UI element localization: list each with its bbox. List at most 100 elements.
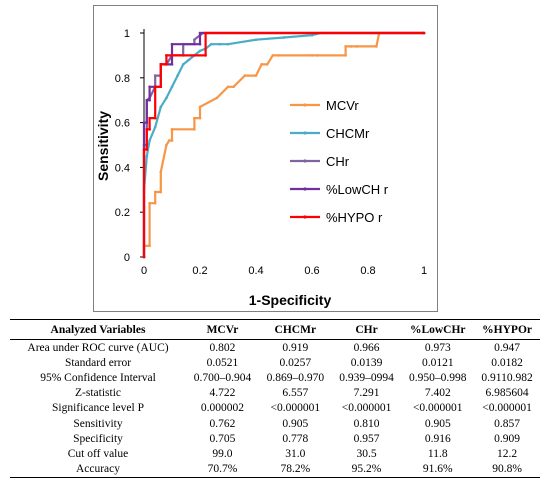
series-point-1 — [187, 58, 191, 62]
series-point-3 — [170, 63, 174, 66]
x-tick-label: 0 — [141, 265, 147, 277]
table-cell: 95.2% — [331, 461, 402, 478]
series-point-0 — [277, 54, 280, 57]
series-point-4 — [148, 116, 151, 120]
series-point-0 — [198, 105, 202, 109]
series-point-0 — [167, 139, 171, 142]
x-tick-label: 0.4 — [248, 265, 263, 277]
series-point-1 — [226, 42, 230, 46]
table-cell: 0.905 — [424, 417, 451, 430]
table-cell: 7.291 — [353, 387, 380, 400]
legend-label-4: %HYPO r — [326, 210, 383, 225]
series-point-0 — [349, 45, 353, 48]
series-point-1 — [310, 33, 314, 37]
table-row: Area under ROC curve (AUC) 0.802 0.919 0.96… — [10, 340, 540, 356]
row-label: Sensitivity — [73, 417, 123, 430]
table-cell: 0.966 — [353, 341, 380, 354]
table-cell: 0.916 — [424, 432, 451, 445]
series-point-1 — [282, 36, 286, 39]
table-cell: <0.000001 — [482, 402, 532, 415]
row-label: Accuracy — [10, 461, 186, 478]
series-point-0 — [153, 201, 157, 205]
series-point-0 — [148, 244, 151, 248]
row-label: Z-statistic — [75, 387, 121, 400]
table-cell: 0.778 — [282, 432, 309, 445]
table-row: Z-statistic 4.722 6.557 7.291 7.402 6.985604 — [10, 386, 540, 401]
legend-label-0: MCVr — [326, 98, 359, 113]
table-cell: 0.973 — [424, 341, 451, 354]
series-point-0 — [159, 190, 163, 194]
series-point-2 — [153, 74, 157, 77]
table-cell: 0.857 — [494, 417, 521, 430]
series-point-2 — [193, 38, 196, 42]
x-axis-title: 1-Specificity — [249, 292, 332, 308]
table-row: Accuracy 70.7% 78.2% 95.2% 91.6% 90.8% — [10, 461, 540, 478]
table-cell: 0.0257 — [279, 356, 312, 369]
header-lowchr: %LowCHr — [401, 319, 475, 340]
table-cell: 0.0521 — [206, 356, 239, 369]
table-cell: 0.0182 — [491, 356, 523, 369]
table-cell: 99.0 — [212, 447, 233, 460]
legend-label-3: %LowCH r — [326, 182, 389, 197]
y-tick-label: 0.8 — [115, 73, 130, 85]
series-point-0 — [198, 116, 202, 120]
table-cell: 7.402 — [424, 387, 451, 400]
series-point-4 — [422, 31, 426, 35]
legend-label-1: CHCMr — [326, 126, 370, 141]
series-point-1 — [148, 139, 151, 142]
series-point-4 — [148, 128, 151, 131]
table-cell: 31.0 — [285, 447, 306, 460]
series-point-1 — [170, 85, 174, 89]
series-point-3 — [148, 98, 151, 102]
table-cell: 11.8 — [427, 447, 448, 460]
legend-marker-2 — [303, 159, 307, 163]
series-point-3 — [198, 42, 202, 46]
row-label: 95% Confidence Interval — [40, 371, 156, 384]
series-point-1 — [254, 38, 258, 42]
y-axis-title: Sensitivity — [95, 111, 111, 181]
table-row: 95% Confidence Interval 0.700–0.904 0.869–… — [10, 370, 540, 385]
table-cell: 90.8% — [474, 461, 540, 478]
series-point-0 — [344, 54, 347, 57]
table-cell: 0.919 — [282, 341, 309, 354]
series-point-0 — [232, 85, 235, 89]
series-point-0 — [193, 128, 196, 131]
table-cell: 0.802 — [209, 341, 236, 354]
table-row: Sensitivity 0.762 0.905 0.810 0.905 0.857 — [10, 416, 540, 431]
table-cell: 91.6% — [401, 461, 475, 478]
roc-chart-svg: 0 0.2 0.4 0.6 0.8 1 0 0.2 0.4 0.6 0.8 1 MCVr CHCMr CH… — [95, 28, 427, 308]
legend-marker-1 — [303, 131, 307, 135]
table-cell: 0.909 — [494, 432, 521, 445]
series-point-3 — [142, 121, 146, 124]
row-label: Standard error — [64, 356, 132, 369]
series-point-0 — [254, 74, 258, 77]
series-point-3 — [148, 85, 151, 89]
series-point-1 — [165, 96, 168, 100]
series-point-4 — [153, 116, 157, 120]
table-cell: 70.7% — [186, 461, 259, 478]
series-point-1 — [145, 154, 149, 158]
series-point-4 — [142, 148, 146, 151]
series-point-0 — [316, 54, 319, 57]
series-point-0 — [271, 54, 275, 57]
table-cell: 0.869–0.970 — [266, 371, 325, 384]
roc-statistics-table: Analyzed Variables MCVr CHCMr CHr %LowCH… — [10, 319, 540, 478]
series-point-0 — [265, 63, 269, 66]
series-point-0 — [344, 45, 347, 48]
table-cell: 0.905 — [282, 417, 309, 430]
y-tick-label: 0.2 — [115, 207, 130, 219]
legend-label-2: CHr — [326, 154, 350, 169]
table-row: Specificity 0.705 0.778 0.957 0.916 0.909 — [10, 431, 540, 446]
series-point-0 — [310, 54, 314, 57]
y-tick-label: 1 — [124, 28, 130, 40]
series-point-4 — [165, 63, 168, 66]
legend-marker-4 — [303, 215, 307, 219]
series-point-0 — [226, 85, 230, 89]
table-cell: 0.000002 — [200, 402, 244, 415]
series-point-1 — [198, 49, 202, 53]
table-cell: 78.2% — [258, 461, 332, 478]
row-label: Significance level P — [52, 402, 144, 415]
x-tick-label: 0.8 — [360, 265, 375, 277]
table-row: Standard error 0.0521 0.0257 0.0139 0.0121 0.… — [10, 355, 540, 370]
series-point-3 — [145, 121, 149, 124]
